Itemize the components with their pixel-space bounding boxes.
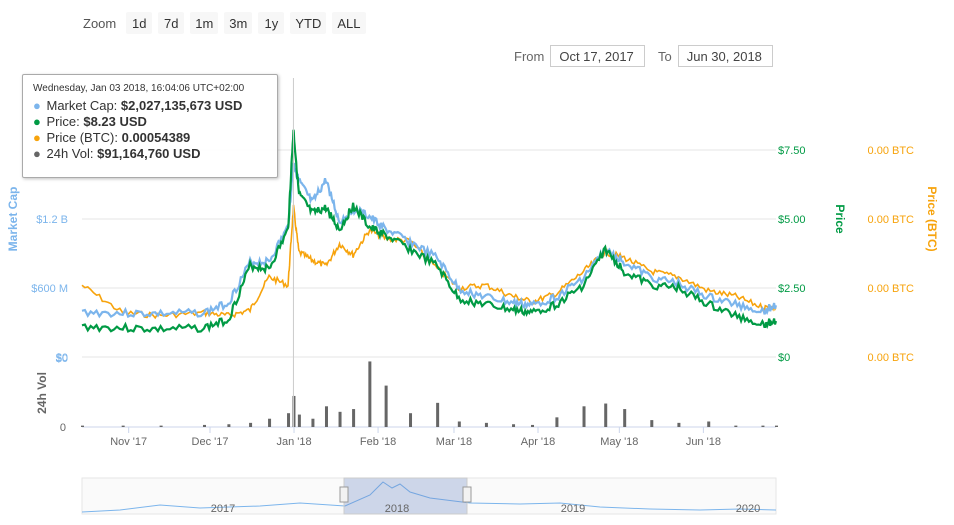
price-btc-tick-label: 0.00 BTC xyxy=(868,214,915,226)
tooltip-value: $91,164,760 USD xyxy=(97,146,201,161)
zoom-1m-button[interactable]: 1m xyxy=(190,12,219,34)
x-tick-label: Mar '18 xyxy=(436,436,472,448)
price-tick-label: $5.00 xyxy=(778,214,806,226)
volume-bar xyxy=(202,424,206,427)
price-btc-tick-label: 0.00 BTC xyxy=(868,283,915,295)
navigator-handle xyxy=(339,486,349,503)
tooltip-row-price: ● Price: $8.23 USD xyxy=(33,114,267,130)
volume-bar xyxy=(484,422,488,427)
navigator-handle xyxy=(462,486,472,503)
tooltip-label: Market Cap: xyxy=(46,98,118,113)
tooltip-value: 0.00054389 xyxy=(121,130,191,145)
volume-bar xyxy=(81,425,84,427)
x-tick-label: Feb '18 xyxy=(360,436,396,448)
tooltip-value: $8.23 USD xyxy=(83,114,147,129)
tooltip-label: 24h Vol: xyxy=(46,146,94,161)
zoom-1y-button[interactable]: 1y xyxy=(258,12,285,34)
volume-bar xyxy=(582,406,586,427)
navigator-selected-range xyxy=(343,477,468,515)
volume-bar xyxy=(324,406,328,427)
market-cap-axis-title: Market Cap xyxy=(6,187,20,252)
zoom-all-button[interactable]: ALL xyxy=(332,12,366,34)
tooltip-date: Wednesday, Jan 03 2018, 16:04:06 UTC+02:… xyxy=(33,83,245,94)
range-to-label: To xyxy=(658,48,672,64)
volume-bar xyxy=(436,402,440,427)
volume-bar xyxy=(775,425,778,427)
market-cap-tick-label: $1.2 B xyxy=(36,214,68,226)
volume-bar xyxy=(650,420,654,427)
x-tick-label: Jan '18 xyxy=(276,436,311,448)
range-from: From Oct 17, 2017 xyxy=(514,44,646,68)
tooltip-row-market-cap: ● Market Cap: $2,027,135,673 USD xyxy=(33,98,267,114)
volume-bar xyxy=(734,425,738,427)
tooltip-label: Price: xyxy=(46,114,80,129)
zoom-controls: Zoom 1d 7d 1m 3m 1y YTD ALL xyxy=(83,11,366,35)
zoom-label: Zoom xyxy=(83,15,117,31)
navigator-year-label: 2019 xyxy=(561,503,585,515)
market-cap-tick-label: $0 xyxy=(56,352,68,364)
volume-bar xyxy=(249,422,253,427)
price-tick-label: $0 xyxy=(778,352,790,364)
volume-bar xyxy=(287,413,291,427)
volume-tick-label: $0 xyxy=(56,353,68,365)
zoom-3m-button[interactable]: 3m xyxy=(224,12,253,34)
range-from-label: From xyxy=(514,48,545,64)
volume-bar xyxy=(707,421,711,427)
price-btc-dot-icon: ● xyxy=(33,130,41,145)
tooltip-row-volume: ● 24h Vol: $91,164,760 USD xyxy=(33,146,267,162)
market-cap-tick-label: $600 M xyxy=(31,283,68,295)
price-tick-label: $7.50 xyxy=(778,145,806,157)
x-tick-label: May '18 xyxy=(600,436,638,448)
volume-bar xyxy=(604,403,608,427)
volume-bar xyxy=(368,361,372,427)
volume-bar xyxy=(268,418,272,427)
zoom-1d-button[interactable]: 1d xyxy=(126,12,153,34)
volume-bar xyxy=(384,385,388,427)
range-from-input[interactable]: Oct 17, 2017 xyxy=(550,45,646,67)
price-btc-axis-title: Price (BTC) xyxy=(925,186,939,251)
volume-bar xyxy=(121,425,125,427)
volume-bar xyxy=(227,424,231,427)
x-tick-label: Dec '17 xyxy=(192,436,229,448)
volume-bar xyxy=(512,424,516,427)
price-tick-label: $2.50 xyxy=(778,283,806,295)
price-btc-tick-label: 0.00 BTC xyxy=(868,352,915,364)
volume-bar xyxy=(338,411,342,427)
tooltip-row-price-btc: ● Price (BTC): 0.00054389 xyxy=(33,130,267,146)
volume-bar xyxy=(555,417,559,427)
navigator-year-label: 2018 xyxy=(385,503,409,515)
volume-bar xyxy=(623,409,627,427)
x-tick-label: Nov '17 xyxy=(110,436,147,448)
volume-bar xyxy=(352,409,356,427)
volume-bar xyxy=(159,425,163,427)
volume-bar xyxy=(409,413,413,427)
volume-bar xyxy=(311,418,315,427)
volume-axis-title: 24h Vol xyxy=(35,372,49,414)
price-axis-title: Price xyxy=(833,204,847,234)
navigator-year-label: 2020 xyxy=(736,503,760,515)
volume-bar xyxy=(677,422,681,427)
price-series-line xyxy=(81,129,778,334)
market-cap-dot-icon: ● xyxy=(33,98,41,113)
zoom-7d-button[interactable]: 7d xyxy=(158,12,185,34)
tooltip-value: $2,027,135,673 USD xyxy=(120,98,243,113)
tooltip: Wednesday, Jan 03 2018, 16:04:06 UTC+02:… xyxy=(22,74,278,178)
volume-dot-icon: ● xyxy=(33,146,41,161)
volume-bar xyxy=(761,425,765,427)
price-btc-tick-label: 0.00 BTC xyxy=(868,145,915,157)
volume-tick-label: 0 xyxy=(60,422,66,434)
zoom-ytd-button[interactable]: YTD xyxy=(290,12,327,34)
tooltip-label: Price (BTC): xyxy=(46,130,118,145)
volume-bar xyxy=(457,421,461,427)
volume-bar xyxy=(297,414,301,427)
range-to: To Jun 30, 2018 xyxy=(658,44,773,68)
navigator-year-label: 2017 xyxy=(211,503,235,515)
volume-bar xyxy=(531,424,535,427)
navigator-series-line xyxy=(81,481,777,513)
x-tick-label: Apr '18 xyxy=(521,436,556,448)
price-dot-icon: ● xyxy=(33,114,41,129)
range-to-input[interactable]: Jun 30, 2018 xyxy=(677,45,773,67)
market-cap-series-line xyxy=(81,162,778,319)
x-tick-label: Jun '18 xyxy=(686,436,721,448)
